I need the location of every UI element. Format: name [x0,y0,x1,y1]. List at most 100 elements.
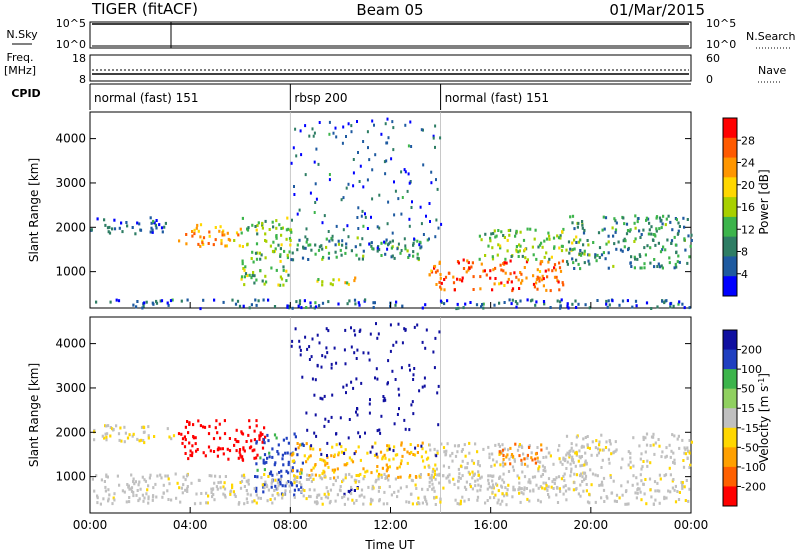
scatter-cell [541,274,544,278]
scatter-cell [270,266,273,270]
scatter-cell [465,466,469,470]
scatter-cell [314,473,317,477]
scatter-cell [498,450,501,454]
scatter-cell [610,491,613,495]
scatter-cell [688,487,691,491]
scatter-cell [275,436,278,440]
scatter-cell [417,257,420,261]
scatter-cell [327,300,330,304]
scatter-cell [260,476,263,480]
scatter-cell [353,279,356,283]
scatter-cell [572,461,575,465]
scatter-cell [682,459,685,462]
scatter-cell [669,305,672,309]
scatter-cell [185,242,188,246]
scatter-cell [228,449,232,453]
scatter-cell [383,472,386,476]
scatter-cell [359,243,362,247]
scatter-cell [652,502,655,506]
scatter-cell [341,141,344,145]
scatter-cell [264,435,267,439]
scatter-cell [644,253,647,257]
scatter-cell [184,488,187,492]
scatter-cell [237,233,240,237]
scatter-cell [263,453,267,457]
scatter-cell [578,455,581,459]
scatter-cell [344,476,347,480]
scatter-cell [681,302,684,306]
scatter-cell [286,451,289,455]
scatter-cell [369,450,372,454]
scatter-cell [205,501,208,505]
scatter-cell [374,441,377,445]
scatter-cell [302,245,305,249]
scatter-cell [432,134,435,138]
scatter-cell [554,268,557,272]
scatter-cell [413,325,416,329]
scatter-cell [439,497,442,501]
scatter-cell [542,277,545,281]
scatter-cell [350,475,353,479]
scatter-cell [243,275,246,279]
scatter-cell [95,300,98,304]
scatter-cell [408,224,411,228]
scatter-cell [539,262,542,266]
scatter-cell [275,226,278,230]
scatter-cell [613,242,616,246]
scatter-cell [233,443,236,447]
scatter-cell [264,256,267,260]
scatter-cell [609,442,612,446]
scatter-cell [123,440,126,444]
scatter-cell [370,215,372,219]
scatter-cell [426,238,429,242]
scatter-cell [548,257,551,261]
scatter-cell [309,495,312,499]
scatter-cell [373,301,376,305]
scatter-cell [472,474,475,477]
scatter-cell [196,448,199,451]
scatter-cell [461,276,464,280]
scatter-cell [412,378,415,381]
scatter-cell [478,464,481,468]
scatter-cell [427,473,430,477]
scatter-cell [321,257,324,261]
scatter-cell [424,303,427,307]
scatter-cell [656,481,659,485]
scatter-cell [252,260,255,264]
scatter-cell [390,157,393,161]
scatter-cell [635,304,638,308]
scatter-cell [289,239,292,242]
scatter-cell [244,272,248,276]
scatter-cell [421,487,424,491]
scatter-cell [541,278,544,282]
scatter-cell [462,306,465,310]
scatter-cell [113,227,117,231]
scatter-cell [333,476,336,480]
scatter-cell [362,502,365,506]
scatter-cell [607,299,610,303]
scatter-cell [179,500,182,504]
scatter-cell [320,365,323,369]
scatter-cell [197,478,200,482]
scatter-cell [663,301,666,305]
scatter-cell [321,247,324,251]
scatter-cell [541,473,544,476]
scatter-cell [375,322,377,326]
scatter-cell [436,187,439,191]
scatter-cell [149,473,152,477]
scatter-cell [108,493,111,497]
scatter-cell [615,221,618,225]
scatter-cell [105,474,108,478]
scatter-cell [531,245,534,249]
scatter-cell [208,230,211,234]
scatter-cell [325,486,328,490]
scatter-cell [248,306,251,310]
scatter-cell [304,246,307,250]
scatter-cell [582,471,586,475]
scatter-cell [577,302,580,306]
scatter-cell [611,226,614,230]
scatter-cell [452,281,456,285]
scatter-cell [518,287,521,290]
scatter-cell [273,305,277,308]
scatter-cell [455,307,458,311]
